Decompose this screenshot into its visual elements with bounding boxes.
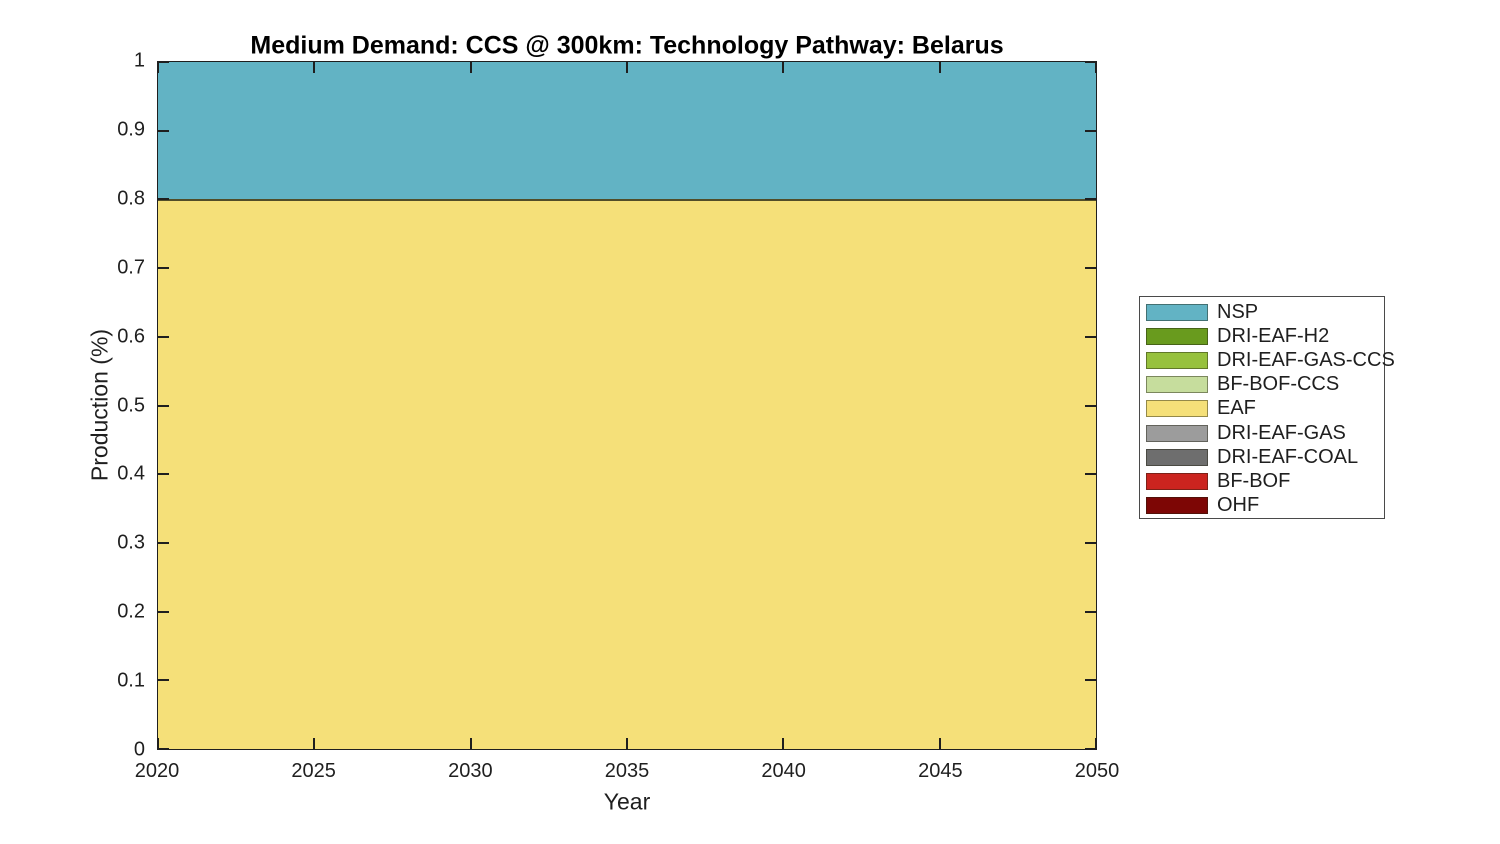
x-tick-mark [938,62,941,73]
x-tick-mark [626,738,628,749]
legend-swatch-eaf [1146,400,1208,418]
x-tick-mark [313,62,316,73]
x-tick-mark [626,62,628,73]
y-tick-mark [158,473,169,476]
y-tick-label: 0.6 [117,325,145,348]
legend-swatch-dri-eaf-h2 [1146,327,1208,345]
y-tick-mark [1085,267,1096,270]
y-tick-label: 0.5 [117,394,145,416]
y-tick-mark [1085,335,1096,338]
legend-item-eaf: EAF [1146,397,1384,421]
chart-title: Medium Demand: CCS @ 300km: Technology P… [250,31,1004,60]
y-tick-mark [158,748,169,750]
y-tick-mark [158,679,169,682]
y-tick-mark [1085,129,1096,132]
legend-item-bf-bof: BF-BOF [1146,469,1384,493]
legend-item-ohf: OHF [1146,494,1384,518]
y-tick-mark [158,335,169,338]
legend-label: DRI-EAF-COAL [1217,445,1359,468]
y-tick-mark [1085,404,1096,407]
x-tick-mark [469,738,472,749]
x-tick-label: 2025 [291,760,336,782]
legend: NSP DRI-EAF-H2 DRI-EAF-GAS-CCS BF-BOF-CCS EA… [1139,296,1395,519]
y-tick-mark [158,541,169,544]
y-tick-mark [158,129,169,132]
y-tick-mark [1085,198,1096,201]
legend-item-dri-eaf-h2: DRI-EAF-H2 [1146,324,1384,348]
x-tick-mark [157,738,159,749]
y-tick-mark [158,610,169,613]
y-tick-mark [158,404,169,407]
y-tick-mark [1085,748,1096,750]
legend-label: NSP [1217,300,1259,323]
legend-item-nsp: NSP [1146,300,1384,324]
y-tick-label: 0 [133,738,145,761]
y-tick-label: 0.2 [117,600,145,623]
y-tick-mark [1085,61,1096,63]
legend-label: DRI-EAF-H2 [1217,324,1330,347]
y-tick-label: 0.4 [117,462,145,485]
x-tick-mark [1095,62,1097,73]
y-tick-label: 0.1 [117,669,145,692]
legend-label: DRI-EAF-GAS [1217,421,1346,444]
y-tick-mark [158,267,169,270]
y-tick-mark [158,61,169,63]
area-eaf [158,199,1096,749]
x-tick-label: 2035 [604,760,650,782]
y-tick-mark [1085,610,1096,613]
x-tick-mark [782,62,785,73]
y-tick-mark [1085,679,1096,682]
y-tick-label: 0.8 [117,187,145,210]
legend-item-dri-eaf-gas-ccs: DRI-EAF-GAS-CCS [1146,348,1395,372]
legend-item-dri-eaf-coal: DRI-EAF-COAL [1146,445,1384,469]
legend-item-bf-bof-ccs: BF-BOF-CCS [1146,373,1384,397]
y-tick-label: 0.7 [117,256,145,279]
legend-label: BF-BOF-CCS [1217,373,1340,396]
x-tick-mark [782,738,785,749]
x-axis-label: Year [603,788,651,815]
x-tick-mark [1095,738,1097,749]
x-tick-label: 2020 [134,760,180,782]
legend-label: BF-BOF [1217,469,1291,492]
area-nsp [158,62,1096,200]
y-tick-mark [1085,473,1096,476]
x-tick-label: 2045 [918,760,963,782]
legend-label: DRI-EAF-GAS-CCS [1217,348,1395,371]
y-tick-mark [1085,541,1096,544]
legend-swatch-dri-eaf-gas-ccs [1146,351,1208,369]
y-tick-mark [158,198,169,201]
x-tick-mark [938,738,941,749]
y-tick-label: 0.3 [117,531,145,554]
legend-swatch-bf-bof [1146,472,1208,490]
y-tick-label: 0.9 [117,118,145,141]
x-tick-label: 2030 [448,760,493,782]
legend-swatch-dri-eaf-gas [1146,424,1208,442]
legend-label: EAF [1217,397,1256,420]
y-tick-label: 1 [133,49,145,72]
x-tick-mark [313,738,316,749]
x-tick-label: 2050 [1074,760,1120,782]
x-tick-label: 2040 [761,760,806,782]
legend-swatch-ohf [1146,497,1208,515]
x-tick-mark [469,62,472,73]
legend-item-dri-eaf-gas: DRI-EAF-GAS [1146,421,1384,445]
x-tick-mark [157,62,159,73]
legend-label: OHF [1217,494,1260,517]
legend-swatch-bf-bof-ccs [1146,376,1208,394]
legend-swatch-dri-eaf-coal [1146,448,1208,466]
legend-swatch-nsp [1146,303,1208,321]
plot-area [157,61,1097,750]
